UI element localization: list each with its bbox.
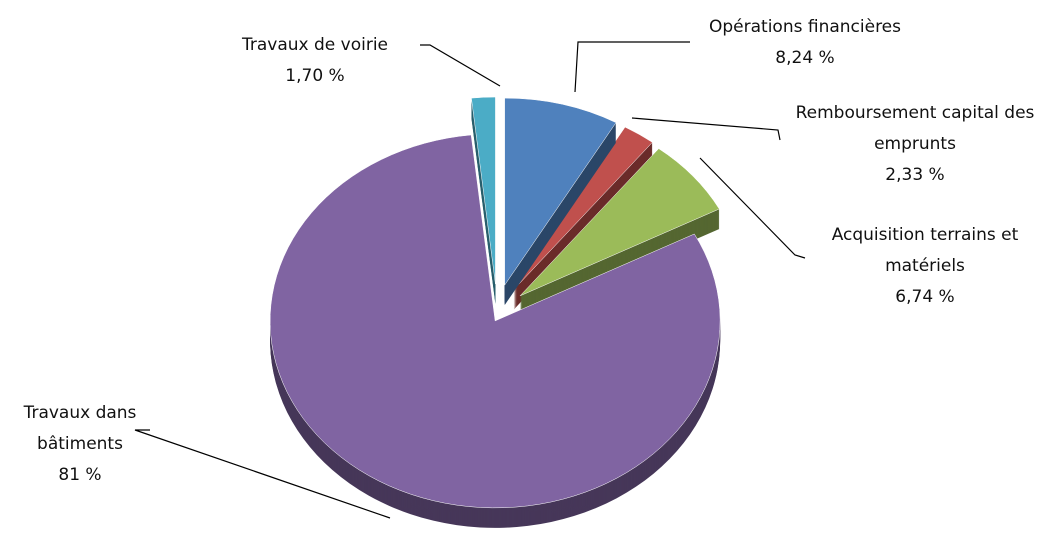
category-label: Opérations financières (709, 17, 901, 37)
data-label: Opérations financières 8,24 % (690, 12, 920, 74)
data-label: Travaux dans bâtiments 81 % (0, 398, 160, 491)
slice (471, 96, 496, 285)
data-label: Remboursement capital des emprunts 2,33 % (780, 98, 1050, 191)
slice (519, 148, 720, 297)
data-label: Acquisition terrains et matériels 6,74 % (800, 220, 1050, 313)
data-label: Travaux de voirie 1,70 % (205, 30, 425, 92)
leader-line (420, 44, 501, 87)
value-label: 8,24 % (775, 48, 835, 68)
leader-line (574, 41, 690, 93)
value-label: 2,33 % (885, 165, 945, 185)
value-label: 6,74 % (895, 287, 955, 307)
slice (269, 134, 721, 509)
category-label: Acquisition terrains et matériels (831, 225, 1019, 276)
category-label: Travaux dans bâtiments (23, 403, 137, 454)
category-label: Travaux de voirie (241, 35, 389, 55)
category-label: Remboursement capital des emprunts (795, 103, 1035, 154)
value-label: 1,70 % (285, 66, 345, 86)
leader-line (631, 117, 781, 141)
slice (513, 126, 653, 290)
value-label: 81 % (58, 465, 102, 485)
leader-line (699, 157, 806, 259)
leader-line (134, 429, 391, 519)
slice (504, 97, 617, 286)
